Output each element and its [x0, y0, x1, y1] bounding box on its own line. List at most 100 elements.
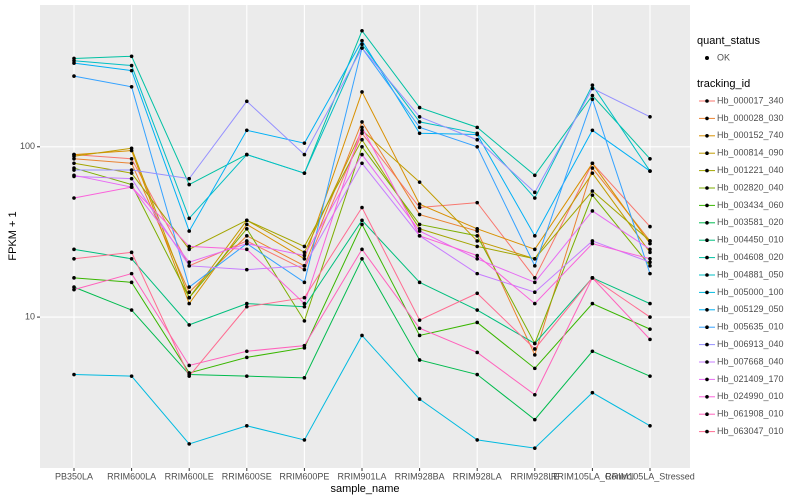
- x-tick-label: RRIM928LE: [510, 471, 559, 481]
- x-tick-label: RRIM600SE: [222, 471, 272, 481]
- panel: [40, 5, 690, 468]
- point: [475, 350, 480, 355]
- point: [187, 247, 191, 252]
- point: [533, 347, 537, 351]
- point: [302, 152, 307, 157]
- legend-point: [705, 273, 709, 277]
- point: [245, 234, 249, 238]
- point: [129, 157, 134, 161]
- point: [533, 234, 537, 238]
- point: [533, 196, 537, 200]
- point: [533, 366, 537, 371]
- point: [648, 114, 652, 119]
- point: [245, 374, 249, 378]
- point: [533, 417, 537, 422]
- point: [590, 97, 595, 102]
- legend-point: [705, 168, 709, 173]
- point: [475, 438, 480, 442]
- point: [417, 318, 422, 322]
- point: [417, 125, 422, 130]
- point: [302, 267, 307, 272]
- legend-label: Hb_007668_040: [717, 356, 784, 366]
- point: [302, 301, 307, 306]
- point: [72, 196, 76, 200]
- point: [417, 358, 422, 362]
- point: [245, 226, 249, 231]
- legend-label: Hb_005000_100: [717, 287, 784, 297]
- point: [648, 256, 652, 261]
- point: [475, 291, 480, 296]
- point: [360, 28, 364, 33]
- point: [648, 157, 652, 161]
- point: [245, 304, 249, 309]
- point: [302, 295, 307, 300]
- point: [245, 222, 249, 227]
- point: [590, 93, 595, 98]
- point: [417, 105, 422, 110]
- x-axis-title: sample_name: [330, 483, 399, 495]
- point: [187, 323, 191, 327]
- point: [302, 256, 307, 261]
- point: [129, 185, 134, 189]
- y-tick-label: 10: [25, 311, 35, 321]
- point: [302, 343, 307, 348]
- point: [302, 253, 307, 258]
- point: [72, 256, 76, 261]
- point: [245, 128, 249, 133]
- point: [648, 374, 652, 378]
- point: [187, 290, 191, 295]
- point: [129, 85, 134, 89]
- point: [533, 392, 537, 397]
- point: [245, 355, 249, 360]
- legend-point: [705, 255, 709, 260]
- legend-label: Hb_000814_090: [717, 148, 784, 158]
- point: [590, 189, 595, 193]
- point: [590, 161, 595, 166]
- point: [590, 241, 595, 246]
- point: [417, 326, 422, 331]
- point: [245, 152, 249, 157]
- point: [590, 301, 595, 306]
- legend-label: Hb_063047_010: [717, 426, 784, 436]
- point: [129, 168, 134, 172]
- point: [129, 146, 134, 151]
- point: [245, 301, 249, 306]
- legend-point: [705, 308, 709, 312]
- point: [72, 287, 76, 292]
- point: [648, 250, 652, 255]
- point: [475, 320, 480, 325]
- point: [648, 169, 652, 173]
- point: [187, 374, 191, 378]
- legend-point: [705, 238, 709, 242]
- point: [475, 132, 480, 137]
- point: [417, 333, 422, 338]
- x-tick-label: RRIM105LA_Stressed: [605, 471, 695, 481]
- point: [475, 234, 480, 238]
- point: [533, 290, 537, 295]
- point: [187, 301, 191, 306]
- point: [417, 120, 422, 124]
- y-axis-title: FPKM + 1: [7, 211, 19, 260]
- point: [129, 256, 134, 261]
- point: [590, 171, 595, 175]
- point: [72, 61, 76, 65]
- legend-label: Hb_004450_010: [717, 235, 784, 245]
- point: [648, 224, 652, 229]
- point: [417, 131, 422, 136]
- point: [475, 308, 480, 312]
- point: [302, 244, 307, 249]
- point: [475, 200, 480, 205]
- legend-label: Hb_061908_010: [717, 409, 784, 419]
- point: [302, 304, 307, 309]
- point: [648, 301, 652, 306]
- point: [417, 212, 422, 217]
- point: [590, 239, 595, 243]
- point: [648, 271, 652, 276]
- point: [360, 137, 364, 142]
- point: [360, 90, 364, 94]
- point: [245, 218, 249, 223]
- legend-label: OK: [717, 52, 730, 62]
- legend-label: Hb_004881_050: [717, 269, 784, 279]
- point: [302, 319, 307, 323]
